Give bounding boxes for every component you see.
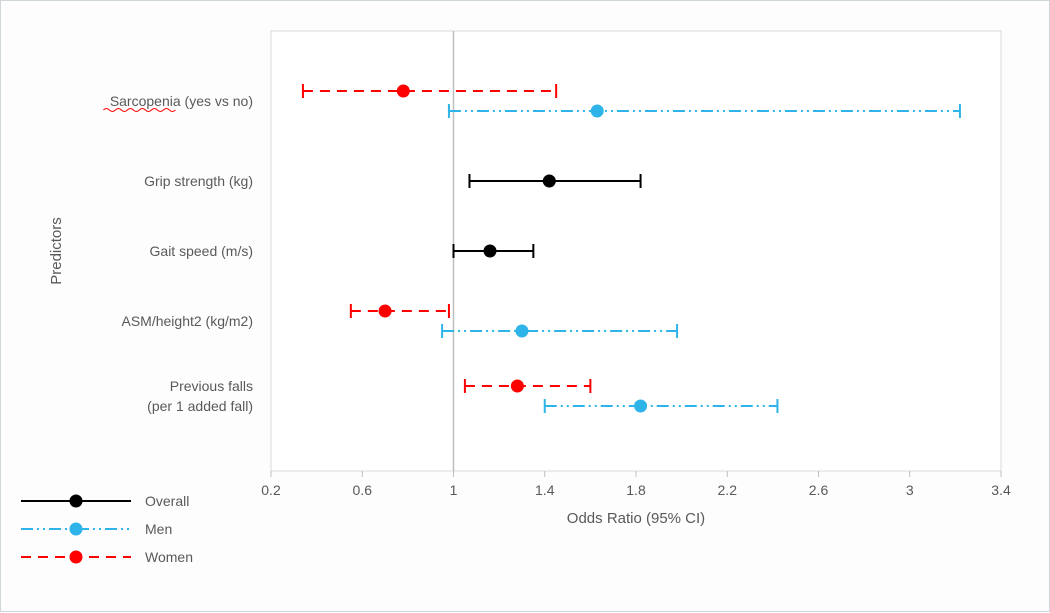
predictor-label-falls: (per 1 added fall) xyxy=(147,398,253,414)
predictor-label-grip: Grip strength (kg) xyxy=(144,173,253,189)
legend-marker-men xyxy=(70,523,82,535)
predictor-label-asm: ASM/height2 (kg/m2) xyxy=(122,313,254,329)
x-tick-label: 2.2 xyxy=(718,482,738,498)
point-marker xyxy=(397,85,409,97)
x-tick-label: 3 xyxy=(906,482,914,498)
predictor-label-gait: Gait speed (m/s) xyxy=(150,243,253,259)
legend-label-overall: Overall xyxy=(145,493,189,509)
legend-label-women: Women xyxy=(145,549,193,565)
x-axis-title: Odds Ratio (95% CI) xyxy=(567,510,705,527)
point-marker xyxy=(543,175,555,187)
legend-label-men: Men xyxy=(145,521,172,537)
legend-marker-women xyxy=(70,551,82,563)
point-marker xyxy=(635,400,647,412)
forest-plot: 0.2 0.6 1 1.4 1.8 2.2 2.6 3 3.4 Odds Ratio (95% C… xyxy=(1,1,1050,613)
x-tick-label: 0.2 xyxy=(261,482,281,498)
predictor-label-falls: Previous falls xyxy=(170,378,253,394)
x-tick-label: 1 xyxy=(450,482,458,498)
x-tick-label: 1.4 xyxy=(535,482,555,498)
point-marker xyxy=(484,245,496,257)
legend-marker-overall xyxy=(70,495,82,507)
y-axis-title: Predictors xyxy=(48,217,65,285)
point-marker xyxy=(516,325,528,337)
x-tick-label: 3.4 xyxy=(991,482,1011,498)
point-marker xyxy=(591,105,603,117)
predictor-label-sarcopenia: Sarcopenia (yes vs no) xyxy=(110,93,253,109)
x-tick-label: 0.6 xyxy=(353,482,373,498)
point-marker xyxy=(511,380,523,392)
chart-frame: 0.2 0.6 1 1.4 1.8 2.2 2.6 3 3.4 Odds Ratio (95% C… xyxy=(0,0,1050,612)
x-tick-label: 2.6 xyxy=(809,482,829,498)
point-marker xyxy=(379,305,391,317)
x-tick-label: 1.8 xyxy=(626,482,646,498)
